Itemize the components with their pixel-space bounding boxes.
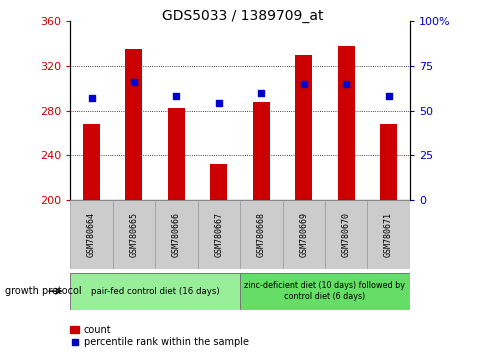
Bar — [70, 200, 112, 269]
Text: growth protocol: growth protocol — [5, 286, 81, 296]
Bar — [366, 200, 409, 269]
Bar — [112, 200, 155, 269]
Text: GSM780669: GSM780669 — [299, 212, 308, 257]
Text: GSM780668: GSM780668 — [256, 212, 265, 257]
Text: GSM780664: GSM780664 — [87, 212, 96, 257]
Point — [342, 81, 349, 87]
Text: GSM780665: GSM780665 — [129, 212, 138, 257]
Bar — [167, 108, 184, 200]
Text: GSM780671: GSM780671 — [383, 212, 393, 257]
Bar — [240, 273, 409, 310]
Bar — [210, 164, 227, 200]
Bar — [70, 273, 240, 310]
Text: GSM780670: GSM780670 — [341, 212, 350, 257]
Bar — [282, 200, 324, 269]
Text: zinc-deficient diet (10 days) followed by
control diet (6 days): zinc-deficient diet (10 days) followed b… — [244, 281, 405, 301]
Point — [299, 81, 307, 87]
Bar — [252, 102, 269, 200]
Text: pair-fed control diet (16 days): pair-fed control diet (16 days) — [91, 287, 219, 296]
Bar — [83, 124, 100, 200]
Legend: count, percentile rank within the sample: count, percentile rank within the sample — [70, 325, 248, 347]
Text: GSM780667: GSM780667 — [214, 212, 223, 257]
Bar — [197, 200, 240, 269]
Point — [257, 90, 265, 96]
Bar — [379, 124, 396, 200]
Point — [214, 101, 222, 106]
Bar — [324, 200, 366, 269]
Point — [172, 93, 180, 99]
Point — [130, 79, 137, 85]
Bar — [240, 200, 282, 269]
Bar — [295, 55, 312, 200]
Text: GSM780666: GSM780666 — [171, 212, 181, 257]
Point — [384, 93, 392, 99]
Bar — [337, 46, 354, 200]
Text: GDS5033 / 1389709_at: GDS5033 / 1389709_at — [162, 9, 322, 23]
Point — [88, 95, 95, 101]
Bar — [155, 200, 197, 269]
Bar — [125, 49, 142, 200]
